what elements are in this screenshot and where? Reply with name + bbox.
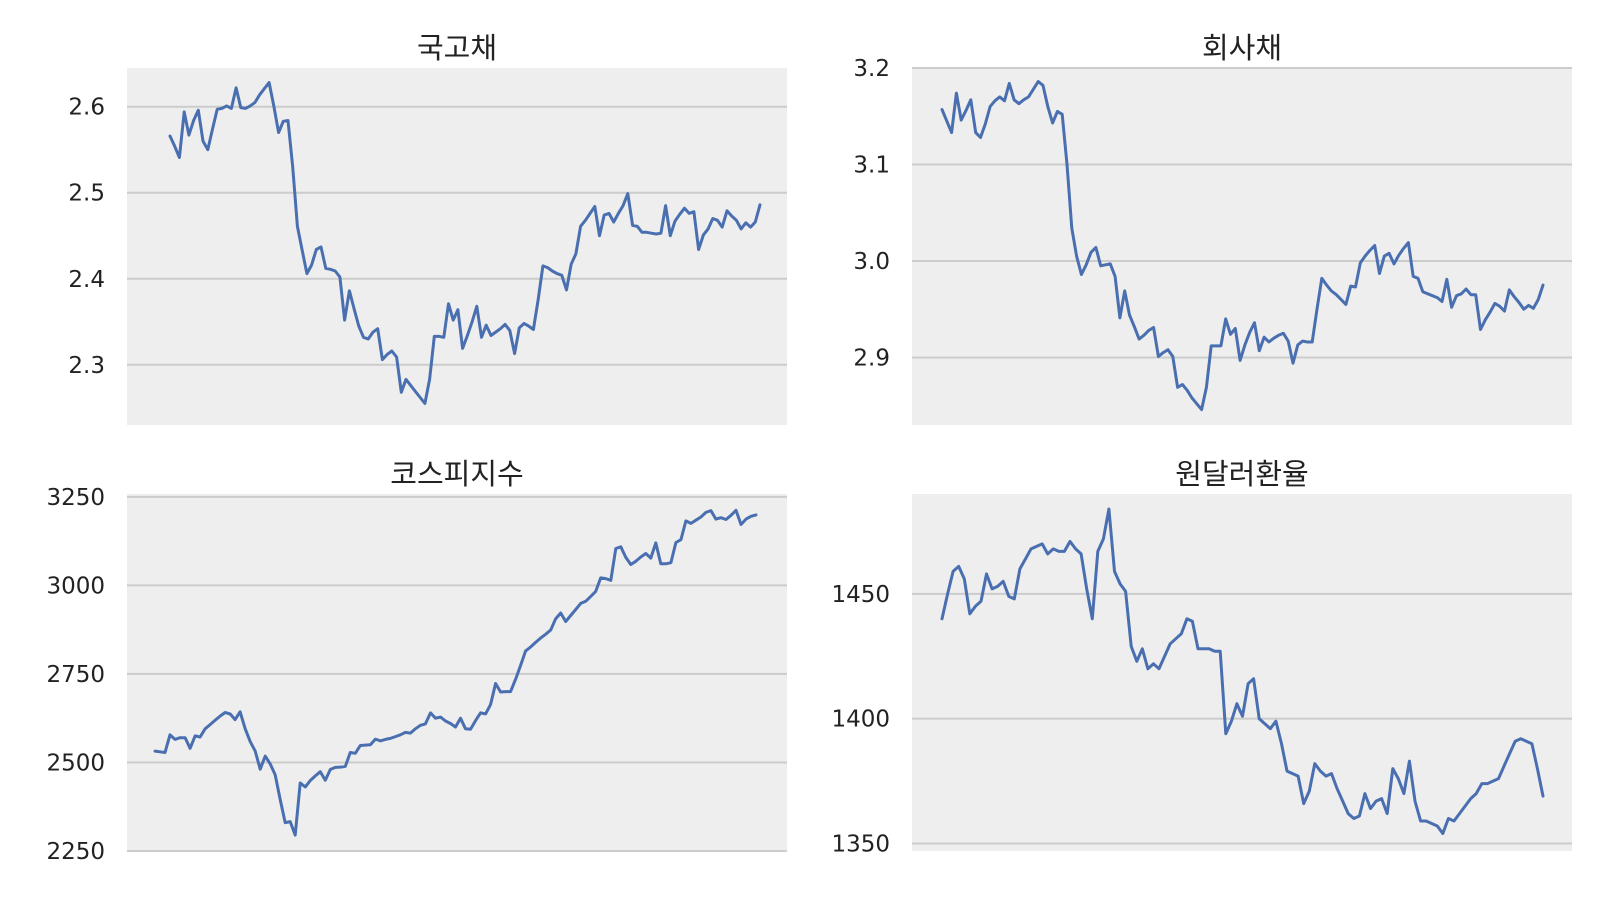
y-tick-label: 1400 [831,707,890,733]
series-line-corp-bond [940,80,1545,412]
panel-corp-bond: 2.9 3.0 3.1 3.2 회사채 [853,31,1572,425]
series-line-kospi [153,508,758,837]
panel-title: 회사채 [1202,31,1282,65]
series-line-gov-bond [168,81,762,405]
y-tick-label: 3.1 [853,152,890,178]
y-tick-label: 2.6 [68,95,105,121]
panel-title: 원달러환율 [1175,457,1308,491]
y-tick-label: 3.0 [853,249,890,275]
plot-area-kospi [127,494,787,851]
plot-area-gov-bond [127,68,787,425]
plot-area-corp-bond [912,68,1572,425]
y-tick-label: 2.9 [853,345,890,371]
y-tick-label: 3.2 [853,56,890,82]
y-tick-label: 2.5 [68,181,105,207]
panel-kospi: 2250 2500 2750 3000 3250 코스피지수 [46,457,787,865]
series-line-usd-krw [940,507,1545,835]
plot-area-usd-krw [912,494,1572,851]
panel-title: 코스피지수 [390,457,523,491]
y-tick-label: 2.3 [68,353,105,379]
panel-usd-krw: 1350 1400 1450 원달러환율 [831,457,1572,858]
panel-title: 국고채 [417,31,497,65]
y-tick-label: 2500 [46,750,105,776]
y-tick-label: 1350 [831,832,890,858]
y-tick-label: 2250 [46,839,105,865]
y-tick-label: 2.4 [68,267,105,293]
y-tick-label: 2750 [46,662,105,688]
y-tick-label: 3000 [46,573,105,599]
y-tick-label: 3250 [46,485,105,511]
panel-gov-bond: 2.3 2.4 2.5 2.6 국고채 [68,31,787,425]
y-tick-label: 1450 [831,582,890,608]
